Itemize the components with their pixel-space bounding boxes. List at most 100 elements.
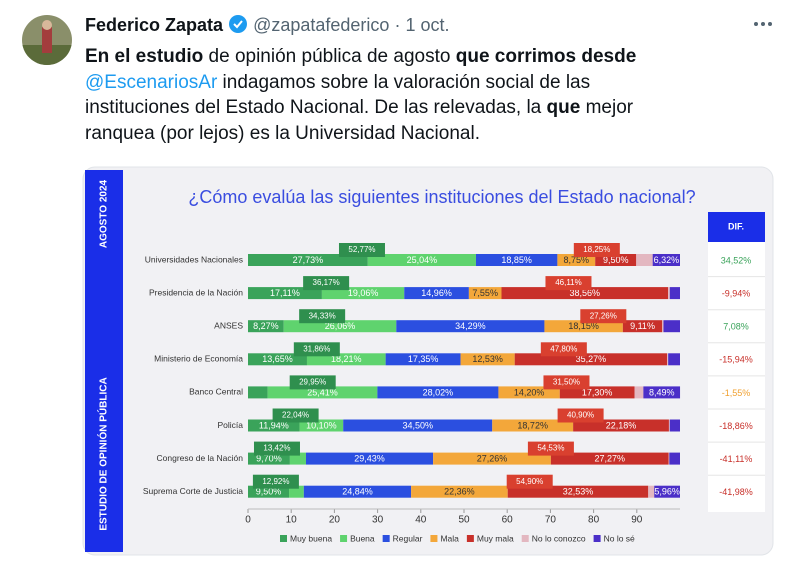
negative-label: 54,53% <box>537 444 564 453</box>
segment-label: 9,50% <box>256 487 282 497</box>
bar-segment <box>643 386 681 399</box>
text-bold: En el estudio <box>85 46 204 67</box>
bar-segment <box>468 287 502 300</box>
segment-label: 26,06% <box>325 321 356 331</box>
positive-box <box>338 243 385 257</box>
date[interactable]: · 1 oct. <box>394 15 450 35</box>
segment-label: 12,53% <box>472 354 503 364</box>
segment-label: 5,96% <box>654 487 680 497</box>
negative-box <box>540 342 587 357</box>
diff-value: -41,98% <box>719 487 753 497</box>
segment-label: 6,32% <box>654 255 680 265</box>
segment-label: 34,50% <box>402 420 433 430</box>
segment-label: 17,30% <box>582 387 613 397</box>
negative-label: 46,11% <box>555 278 582 287</box>
negative-box <box>557 408 604 423</box>
bar-segment <box>636 254 653 266</box>
text-link[interactable]: @EscenariosAr <box>85 71 218 93</box>
segment-label: 27,73% <box>293 255 324 265</box>
category-label: Universidades Nacionales <box>145 254 243 264</box>
legend-label: Buena <box>350 533 375 543</box>
positive-label: 13,42% <box>263 444 290 453</box>
chart-image[interactable]: AGOSTO 2024 ESTUDIO DE OPINIÓN PÚBLICA ¿… <box>80 164 780 564</box>
segment-label: 9,50% <box>603 255 629 265</box>
segment-label: 17,35% <box>408 354 439 364</box>
segment-label: 9,70% <box>256 453 282 463</box>
segment-label: 14,96% <box>421 288 452 298</box>
category-label: Suprema Corte de Justicia <box>143 486 243 496</box>
bar-segment <box>669 287 680 300</box>
positive-label: 22,04% <box>282 411 309 420</box>
diff-value: 7,08% <box>723 322 749 332</box>
segment-label: 17,11% <box>270 288 300 298</box>
diff-column <box>708 242 765 512</box>
bar-segment <box>501 287 669 300</box>
more-button[interactable] <box>748 14 778 34</box>
segment-label: 27,26% <box>477 453 508 463</box>
positive-box <box>303 276 350 291</box>
bar-segment <box>669 419 680 432</box>
text-bold: que corrimos desde <box>455 46 637 67</box>
segment-label: 8,27% <box>253 321 279 331</box>
text-plain: indagamos sobre la valoración social de … <box>85 71 591 119</box>
legend-label: Regular <box>393 533 423 543</box>
category-label: Congreso de la Nación <box>157 453 244 463</box>
negative-label: 27,26% <box>590 311 617 320</box>
positive-box <box>253 441 300 456</box>
diff-value: 34,52% <box>721 255 752 265</box>
diff-value: -9,94% <box>722 288 751 298</box>
bar-segment <box>668 419 670 432</box>
bar-segment <box>283 320 397 333</box>
negative-label: 54,90% <box>516 477 543 486</box>
negative-label: 47,80% <box>550 344 577 353</box>
author-name[interactable]: Federico Zapata <box>85 15 224 35</box>
verified-badge <box>229 15 248 33</box>
negative-label: 18,25% <box>583 245 610 254</box>
segment-label: 32,53% <box>563 487 594 497</box>
segment-label: 18,72% <box>517 420 548 430</box>
side-band <box>85 170 123 552</box>
tweet-header: Federico Zapata @zapatafederico · 1 oct. <box>85 14 449 36</box>
handle[interactable]: @zapatafederico <box>253 15 390 35</box>
legend-swatch <box>466 535 474 542</box>
segment-label: 11,94% <box>259 420 289 430</box>
x-tick-label: 60 <box>502 515 514 526</box>
positive-box <box>252 474 299 489</box>
legend-label: Muy mala <box>477 533 514 543</box>
segment-label: 13,65% <box>262 354 293 364</box>
bar-segment <box>667 353 669 366</box>
bar-segment <box>367 254 476 266</box>
negative-box <box>573 243 620 257</box>
bar-segment <box>433 452 551 465</box>
bar-segment <box>622 320 663 333</box>
legend-swatch <box>340 535 348 542</box>
segment-label: 22,36% <box>444 487 475 497</box>
diff-header: DIF. <box>728 221 744 231</box>
legend-swatch <box>521 535 529 542</box>
bar-segment <box>652 254 680 266</box>
bar-segment <box>662 320 664 333</box>
bar-segment <box>411 485 508 498</box>
bar-segment <box>385 353 461 366</box>
segment-label: 10,10% <box>306 420 337 430</box>
negative-box <box>527 441 574 456</box>
legend-label: No lo conozco <box>532 533 586 543</box>
text-plain: de opinión pública de agosto <box>203 46 456 67</box>
side-top: AGOSTO 2024 <box>99 179 110 248</box>
segment-label: 38,56% <box>570 288 601 298</box>
negative-label: 40,90% <box>567 411 594 420</box>
bar-segment <box>550 452 669 465</box>
segment-label: 22,18% <box>606 420 637 430</box>
diff-value: -15,94% <box>719 355 753 365</box>
segment-label: 24,84% <box>342 487 373 497</box>
positive-label: 34,33% <box>309 311 336 320</box>
text-bold: que <box>546 97 581 118</box>
segment-label: 7,55% <box>472 288 498 298</box>
chart-title: ¿Cómo evalúa las siguientes institucione… <box>188 187 695 207</box>
legend-label: Muy buena <box>290 533 332 543</box>
tweet-text: En el estudio de opinión pública de agos… <box>85 44 695 146</box>
category-label: Presidencia de la Nación <box>149 287 243 297</box>
avatar[interactable] <box>22 15 72 65</box>
legend-swatch <box>593 535 601 542</box>
legend-swatch <box>382 535 390 542</box>
